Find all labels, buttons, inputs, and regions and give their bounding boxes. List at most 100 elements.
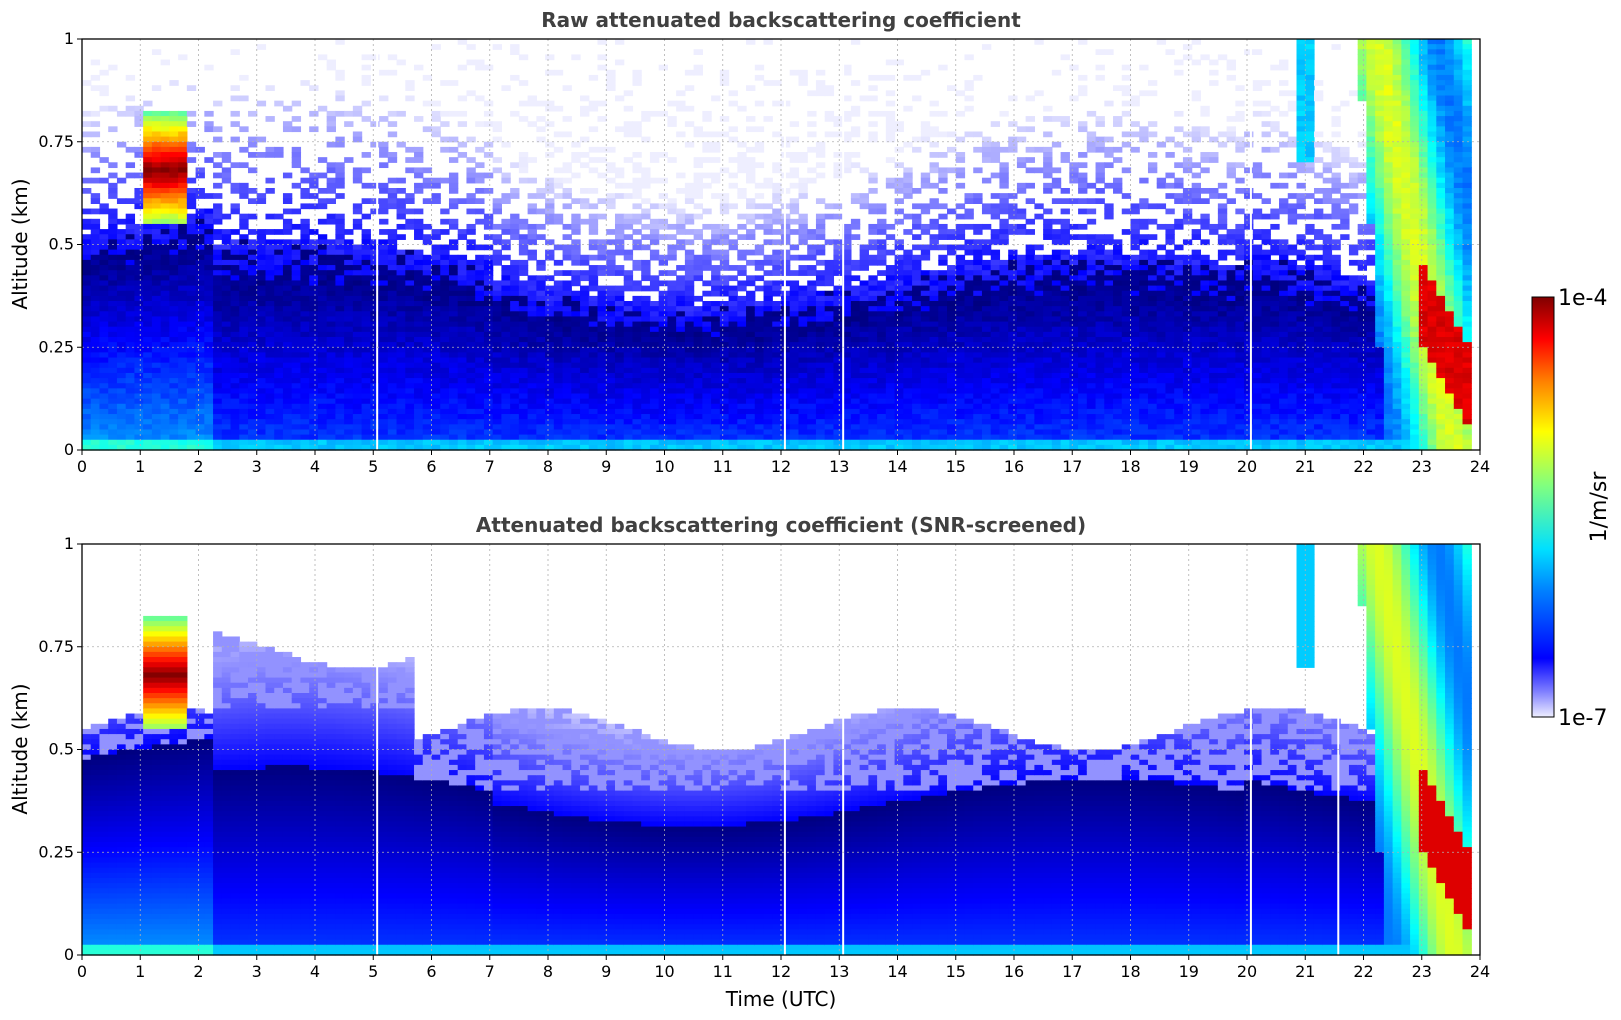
heatmap-cell	[440, 357, 450, 364]
heatmap-cell	[676, 342, 686, 348]
heatmap-cell	[728, 239, 738, 246]
heatmap-cell	[676, 434, 686, 441]
heatmap-cell	[518, 177, 529, 184]
heatmap-cell	[903, 177, 913, 184]
heatmap-cell	[518, 270, 529, 276]
heatmap-cell	[903, 362, 913, 369]
heatmap-cell	[545, 187, 555, 194]
heatmap-cell	[518, 259, 529, 266]
heatmap-cell	[920, 172, 931, 179]
heatmap-cell	[317, 172, 328, 179]
heatmap-cell	[291, 182, 302, 189]
heatmap-cell	[501, 331, 511, 338]
heatmap-cell	[326, 141, 336, 148]
heatmap-cell	[466, 408, 476, 415]
heatmap-cell	[90, 342, 101, 348]
heatmap-cell	[414, 275, 424, 282]
heatmap-cell	[422, 285, 433, 292]
heatmap-cell	[169, 146, 179, 153]
heatmap-cell	[282, 378, 293, 384]
heatmap-cell	[466, 439, 476, 446]
heatmap-cell	[265, 331, 275, 338]
heatmap-cell	[719, 131, 730, 138]
heatmap-cell	[213, 378, 223, 384]
heatmap-cell	[361, 64, 371, 71]
heatmap-cell	[903, 285, 913, 292]
heatmap-cell	[711, 223, 721, 230]
heatmap-cell	[719, 265, 730, 271]
heatmap-cell	[553, 218, 564, 225]
heatmap-cell	[90, 383, 101, 389]
heatmap-cell	[920, 444, 931, 451]
heatmap-cell	[850, 105, 861, 112]
heatmap-cell	[903, 167, 913, 174]
heatmap-cell	[702, 383, 712, 389]
heatmap-cell	[632, 121, 642, 127]
heatmap-cell	[195, 234, 205, 240]
heatmap-cell	[702, 311, 712, 318]
heatmap-cell	[483, 414, 494, 420]
heatmap-cell	[562, 254, 572, 261]
heatmap-cell	[597, 316, 607, 323]
heatmap-cell	[737, 357, 747, 364]
heatmap-cell	[134, 223, 144, 230]
heatmap-cell	[379, 203, 389, 210]
heatmap-cell	[772, 398, 782, 405]
heatmap-cell	[667, 403, 677, 410]
heatmap-cell	[737, 254, 747, 261]
heatmap-cell	[195, 367, 205, 374]
heatmap-cell	[833, 403, 843, 410]
heatmap-cell	[344, 383, 354, 389]
heatmap-cell	[440, 321, 450, 328]
heatmap-cell	[239, 265, 249, 271]
heatmap-cell	[501, 388, 511, 395]
heatmap-cell	[108, 403, 118, 410]
heatmap-cell	[282, 429, 293, 436]
heatmap-cell	[265, 85, 275, 91]
heatmap-cell	[352, 408, 363, 415]
heatmap-cell	[108, 316, 118, 323]
heatmap-cell	[134, 110, 144, 117]
heatmap-cell	[545, 54, 555, 61]
heatmap-cell	[894, 321, 904, 328]
heatmap-cell	[580, 362, 590, 369]
heatmap-cell	[396, 265, 406, 271]
heatmap-cell	[719, 403, 730, 410]
heatmap-cell	[213, 162, 223, 169]
heatmap-cell	[754, 383, 765, 389]
heatmap-cell	[789, 285, 800, 292]
heatmap-cell	[344, 439, 354, 446]
heatmap-cell	[466, 301, 476, 307]
heatmap-cell	[562, 419, 572, 425]
heatmap-cell	[536, 347, 546, 353]
heatmap-cell	[344, 270, 354, 276]
heatmap-cell	[457, 285, 468, 292]
heatmap-cell	[274, 146, 284, 153]
heatmap-cell	[711, 265, 721, 271]
heatmap-cell	[562, 167, 572, 174]
heatmap-cell	[169, 152, 179, 158]
heatmap-cell	[580, 357, 590, 364]
heatmap-cell	[702, 301, 712, 307]
heatmap-cell	[929, 347, 939, 353]
heatmap-cell	[772, 311, 782, 318]
heatmap-cell	[597, 367, 607, 374]
heatmap-cell	[501, 321, 511, 328]
heatmap-cell	[693, 419, 703, 425]
heatmap-cell	[684, 290, 695, 297]
heatmap-cell	[151, 414, 162, 420]
heatmap-cell	[396, 198, 406, 204]
heatmap-cell	[912, 408, 922, 415]
heatmap-cell	[483, 383, 494, 389]
heatmap-cell	[230, 182, 240, 189]
heatmap-cell	[912, 367, 922, 374]
heatmap-cell	[90, 321, 101, 328]
heatmap-cell	[248, 378, 258, 384]
heatmap-cell	[440, 285, 450, 292]
heatmap-cell	[379, 372, 389, 379]
heatmap-cell	[763, 321, 773, 328]
heatmap-cell	[151, 162, 162, 169]
heatmap-cell	[912, 301, 922, 307]
heatmap-cell	[658, 357, 669, 364]
heatmap-cell	[859, 290, 869, 297]
